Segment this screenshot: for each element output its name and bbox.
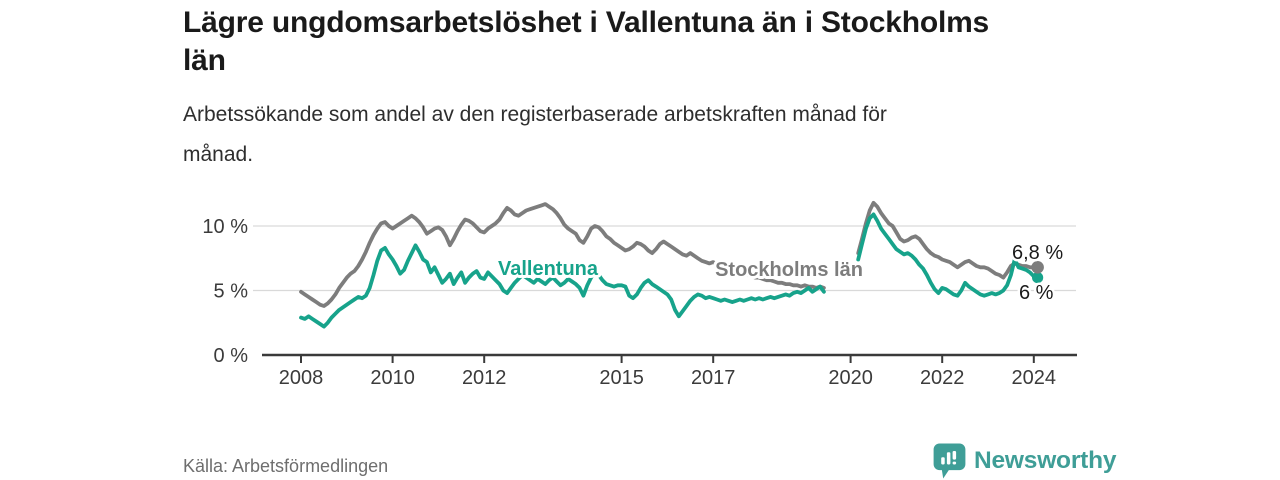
y-tick-label: 10 % bbox=[202, 216, 248, 238]
x-tick-label: 2015 bbox=[599, 367, 644, 389]
chart-subtitle: Arbetssökande som andel av den registerb… bbox=[183, 103, 887, 166]
x-tick-label: 2022 bbox=[920, 367, 965, 389]
y-tick-label: 0 % bbox=[214, 345, 249, 367]
series-label-stockholms-lan: Stockholms län bbox=[715, 259, 863, 281]
chart-title: Lägre ungdomsarbetslöshet i Vallentuna ä… bbox=[183, 6, 990, 77]
series-end-dots bbox=[1031, 261, 1044, 284]
newsworthy-logo-text: Newsworthy bbox=[974, 447, 1117, 474]
end-value-vallentuna: 6 % bbox=[1019, 282, 1054, 304]
x-tick-label: 2008 bbox=[279, 367, 324, 389]
series-line-stockholms-l-n bbox=[299, 200, 1040, 308]
series-lines bbox=[299, 200, 1040, 329]
x-tick-label: 2020 bbox=[828, 367, 873, 389]
y-tick-label: 5 % bbox=[214, 281, 249, 303]
source-caption: Källa: Arbetsförmedlingen bbox=[183, 456, 389, 476]
x-axis bbox=[262, 353, 1077, 363]
x-tick-label: 2012 bbox=[462, 367, 507, 389]
x-tick-label: 2010 bbox=[370, 367, 415, 389]
series-line-vallentuna bbox=[299, 212, 1040, 329]
x-tick-label: 2024 bbox=[1012, 367, 1057, 389]
end-value-stockholms-lan: 6,8 % bbox=[1012, 242, 1063, 264]
x-axis-labels: 2008 2010 2012 2015 2017 2020 2022 2024 bbox=[279, 367, 1056, 389]
series-label-vallentuna: Vallentuna bbox=[498, 258, 599, 280]
newsworthy-logo[interactable]: Newsworthy bbox=[933, 443, 1117, 479]
newsworthy-bubble-chart-icon bbox=[933, 443, 966, 479]
y-axis-labels: 0 % 5 % 10 % bbox=[202, 216, 248, 367]
end-dot-vallentuna bbox=[1032, 272, 1044, 284]
x-tick-label: 2017 bbox=[691, 367, 736, 389]
end-dot-stockholms-l-n bbox=[1031, 261, 1044, 274]
